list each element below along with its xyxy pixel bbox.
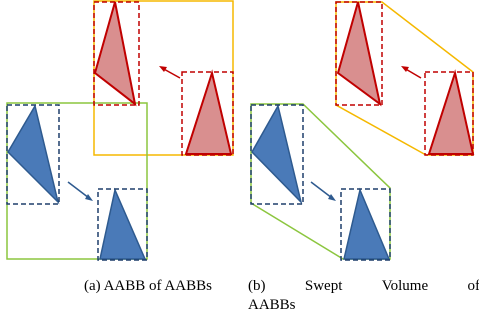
caption-b-word: Swept: [304, 278, 343, 294]
blue-aabb-start: [6, 104, 60, 205]
panel-b: [250, 1, 475, 261]
red-aabb-start: [93, 1, 140, 106]
caption-b: (b) Swept Volume of AABBs: [248, 277, 479, 315]
blue-triangle-end: [343, 187, 391, 260]
caption-a: (a) AABB of AABBs: [84, 278, 212, 294]
red-arrow: [159, 66, 181, 79]
red-triangle-end: [184, 69, 233, 155]
caption-b-word: Volume: [381, 278, 429, 294]
blue-arrow: [310, 181, 336, 201]
blue-arrow: [67, 181, 93, 201]
panel-a: [6, 0, 234, 261]
blue-aabb-end: [340, 188, 391, 261]
caption-b-line2: AABBs: [248, 297, 296, 313]
caption-b-word: (b): [248, 278, 266, 294]
red-triangle-end: [427, 69, 475, 155]
red-aabb-end: [424, 71, 474, 156]
red-arrow: [401, 66, 422, 79]
caption-b-line1: (b) Swept Volume of: [248, 277, 479, 296]
red-triangle-start: [336, 1, 382, 107]
blue-aabb-start: [250, 104, 304, 205]
blue-triangle-end: [99, 187, 147, 260]
red-triangle-start: [93, 1, 137, 107]
blue-aabb-end: [97, 188, 148, 261]
blue-triangle-start: [7, 104, 60, 205]
red-aabb-start: [335, 1, 383, 106]
red-aabb-end: [181, 71, 234, 156]
caption-b-word: of: [467, 278, 479, 294]
blue-triangle-start: [251, 103, 303, 205]
